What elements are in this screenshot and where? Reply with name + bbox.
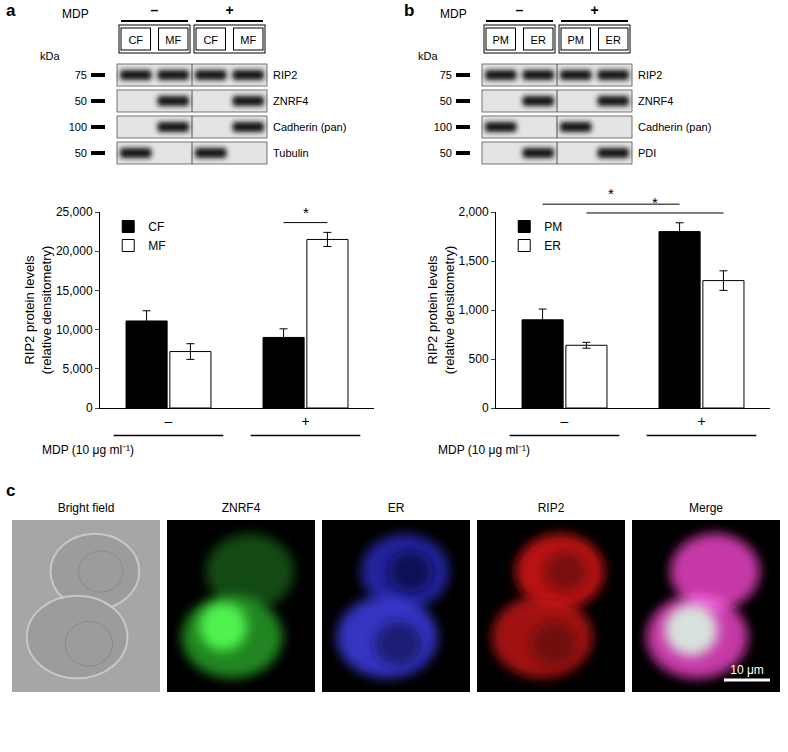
svg-text:kDa: kDa (40, 50, 60, 62)
svg-text:+: + (697, 413, 705, 429)
svg-text:ER: ER (388, 501, 405, 515)
svg-text:ER: ER (544, 239, 561, 253)
svg-text:CF: CF (148, 220, 164, 234)
svg-text:RIP2 protein levels(relative d: RIP2 protein levels(relative densitometr… (22, 246, 54, 375)
svg-text:ER: ER (606, 34, 621, 46)
svg-text:0: 0 (86, 401, 93, 415)
svg-text:Bright field: Bright field (58, 501, 115, 515)
svg-text:PM: PM (544, 220, 562, 234)
svg-text:Tubulin: Tubulin (273, 147, 309, 159)
svg-text:100: 100 (69, 121, 87, 133)
svg-text:50: 50 (440, 147, 452, 159)
svg-text:–: – (165, 413, 173, 429)
svg-text:15,000: 15,000 (56, 284, 93, 298)
svg-text:PM: PM (568, 34, 585, 46)
svg-text:ZNRF4: ZNRF4 (638, 95, 673, 107)
svg-text:50: 50 (75, 95, 87, 107)
svg-text:+: + (301, 413, 309, 429)
svg-text:*: * (652, 194, 658, 211)
svg-text:CF: CF (203, 34, 218, 46)
svg-text:*: * (303, 204, 309, 221)
svg-text:MDP: MDP (440, 7, 467, 21)
svg-text:CF: CF (128, 34, 143, 46)
svg-text:*: * (608, 185, 614, 202)
svg-text:1,500: 1,500 (459, 254, 489, 268)
svg-text:+: + (590, 2, 598, 18)
svg-text:75: 75 (75, 69, 87, 81)
svg-text:a: a (6, 1, 16, 20)
svg-text:MF: MF (148, 239, 165, 253)
svg-text:RIP2: RIP2 (638, 69, 662, 81)
svg-text:Cadherin (pan): Cadherin (pan) (273, 121, 346, 133)
svg-text:MF: MF (165, 34, 181, 46)
svg-text:MF: MF (240, 34, 256, 46)
svg-text:+: + (225, 2, 233, 18)
svg-text:MDP (10 μg ml⁻¹): MDP (10 μg ml⁻¹) (42, 443, 134, 457)
svg-text:50: 50 (75, 147, 87, 159)
svg-text:1,000: 1,000 (459, 303, 489, 317)
svg-text:ER: ER (531, 34, 546, 46)
svg-text:RIP2 protein levels(relative d: RIP2 protein levels(relative densitometr… (425, 246, 457, 375)
svg-text:0: 0 (482, 401, 489, 415)
svg-text:Cadherin (pan): Cadherin (pan) (638, 121, 711, 133)
svg-text:MDP (10 μg ml⁻¹): MDP (10 μg ml⁻¹) (438, 443, 530, 457)
svg-text:ZNRF4: ZNRF4 (273, 95, 308, 107)
svg-text:RIP2: RIP2 (538, 501, 565, 515)
svg-text:PM: PM (493, 34, 510, 46)
svg-text:50: 50 (440, 95, 452, 107)
svg-text:–: – (151, 2, 159, 18)
svg-text:–: – (516, 2, 524, 18)
svg-text:500: 500 (469, 352, 489, 366)
svg-text:kDa: kDa (418, 50, 438, 62)
svg-text:b: b (404, 1, 414, 20)
svg-text:100: 100 (434, 121, 452, 133)
svg-text:75: 75 (440, 69, 452, 81)
svg-text:10,000: 10,000 (56, 323, 93, 337)
svg-text:MDP: MDP (62, 7, 89, 21)
svg-text:RIP2: RIP2 (273, 69, 297, 81)
svg-text:5,000: 5,000 (63, 362, 93, 376)
svg-text:c: c (6, 481, 15, 500)
svg-text:10 μm: 10 μm (730, 663, 764, 677)
svg-text:25,000: 25,000 (56, 205, 93, 219)
svg-text:20,000: 20,000 (56, 244, 93, 258)
svg-text:Merge: Merge (689, 501, 723, 515)
svg-text:–: – (561, 413, 569, 429)
svg-text:ZNRF4: ZNRF4 (222, 501, 261, 515)
svg-text:2,000: 2,000 (459, 205, 489, 219)
svg-text:PDI: PDI (638, 147, 656, 159)
